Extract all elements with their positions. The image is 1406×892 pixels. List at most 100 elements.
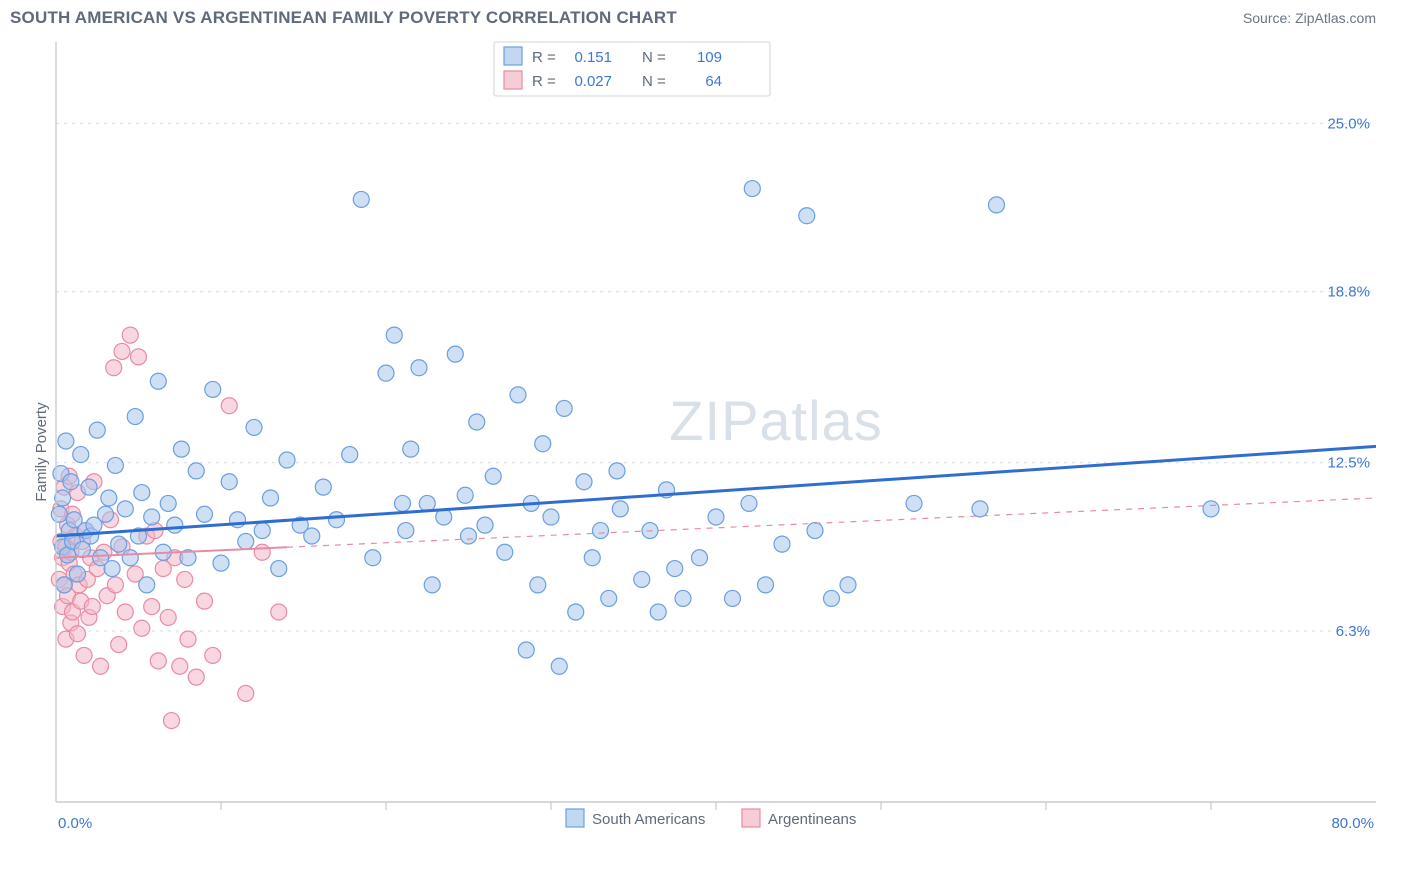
data-point xyxy=(510,387,526,403)
x-tick-label: 0.0% xyxy=(58,815,92,832)
data-point xyxy=(477,517,493,533)
data-point xyxy=(411,360,427,376)
data-point xyxy=(601,590,617,606)
data-point xyxy=(197,506,213,522)
data-point xyxy=(725,590,741,606)
data-point xyxy=(403,441,419,457)
chart-title: SOUTH AMERICAN VS ARGENTINEAN FAMILY POV… xyxy=(10,8,677,28)
data-point xyxy=(271,604,287,620)
data-point xyxy=(447,346,463,362)
data-point xyxy=(173,441,189,457)
data-point xyxy=(172,658,188,674)
data-point xyxy=(69,626,85,642)
data-point xyxy=(758,577,774,593)
data-point xyxy=(93,658,109,674)
trend-line-dashed xyxy=(287,498,1376,547)
data-point xyxy=(76,647,92,663)
data-point xyxy=(188,669,204,685)
data-point xyxy=(134,485,150,501)
data-point xyxy=(461,528,477,544)
data-point xyxy=(122,550,138,566)
data-point xyxy=(279,452,295,468)
data-point xyxy=(205,647,221,663)
data-point xyxy=(127,409,143,425)
data-point xyxy=(122,327,138,343)
legend-r-value: 0.151 xyxy=(574,49,612,66)
data-point xyxy=(139,577,155,593)
data-point xyxy=(73,447,89,463)
data-point xyxy=(543,509,559,525)
data-point xyxy=(197,593,213,609)
data-point xyxy=(51,506,67,522)
data-point xyxy=(180,631,196,647)
data-point xyxy=(708,509,724,525)
legend-n-label: N = xyxy=(642,49,666,66)
legend-series-label: Argentineans xyxy=(768,811,856,828)
data-point xyxy=(551,658,567,674)
chart-source: Source: ZipAtlas.com xyxy=(1243,10,1376,26)
data-point xyxy=(593,523,609,539)
y-tick-label: 6.3% xyxy=(1336,623,1370,640)
data-point xyxy=(254,523,270,539)
data-point xyxy=(263,490,279,506)
data-point xyxy=(576,474,592,490)
data-point xyxy=(584,550,600,566)
data-point xyxy=(744,181,760,197)
data-point xyxy=(799,208,815,224)
data-point xyxy=(63,474,79,490)
data-point xyxy=(353,191,369,207)
data-point xyxy=(342,447,358,463)
data-point xyxy=(989,197,1005,213)
data-point xyxy=(741,495,757,511)
data-point xyxy=(609,463,625,479)
legend-n-value: 109 xyxy=(697,49,722,66)
data-point xyxy=(824,590,840,606)
y-tick-label: 12.5% xyxy=(1327,455,1370,472)
data-point xyxy=(840,577,856,593)
data-point xyxy=(424,577,440,593)
data-point xyxy=(518,642,534,658)
data-point xyxy=(56,577,72,593)
data-point xyxy=(906,495,922,511)
data-point xyxy=(111,637,127,653)
y-tick-label: 18.8% xyxy=(1327,284,1370,301)
watermark: ZIPatlas xyxy=(669,389,882,452)
data-point xyxy=(807,523,823,539)
data-point xyxy=(497,544,513,560)
data-point xyxy=(221,474,237,490)
data-point xyxy=(55,490,71,506)
data-point xyxy=(568,604,584,620)
data-point xyxy=(58,433,74,449)
data-point xyxy=(378,365,394,381)
data-point xyxy=(271,561,287,577)
legend-r-label: R = xyxy=(532,73,556,90)
data-point xyxy=(634,571,650,587)
data-point xyxy=(238,685,254,701)
scatter-chart: 6.3%12.5%18.8%25.0%ZIPatlas0.0%80.0%R =0… xyxy=(46,32,1386,872)
legend-swatch xyxy=(742,809,760,827)
data-point xyxy=(650,604,666,620)
legend-series-label: South Americans xyxy=(592,811,705,828)
data-point xyxy=(1203,501,1219,517)
data-point xyxy=(98,506,114,522)
data-point xyxy=(612,501,628,517)
data-point xyxy=(556,400,572,416)
data-point xyxy=(89,422,105,438)
y-tick-label: 25.0% xyxy=(1327,115,1370,132)
data-point xyxy=(134,620,150,636)
data-point xyxy=(164,713,180,729)
data-point xyxy=(530,577,546,593)
data-point xyxy=(365,550,381,566)
data-point xyxy=(667,561,683,577)
data-point xyxy=(395,495,411,511)
data-point xyxy=(329,512,345,528)
data-point xyxy=(254,544,270,560)
data-point xyxy=(221,398,237,414)
data-point xyxy=(469,414,485,430)
data-point xyxy=(69,566,85,582)
data-point xyxy=(107,457,123,473)
chart-header: SOUTH AMERICAN VS ARGENTINEAN FAMILY POV… xyxy=(0,0,1406,32)
data-point xyxy=(238,533,254,549)
data-point xyxy=(457,487,473,503)
data-point xyxy=(131,349,147,365)
